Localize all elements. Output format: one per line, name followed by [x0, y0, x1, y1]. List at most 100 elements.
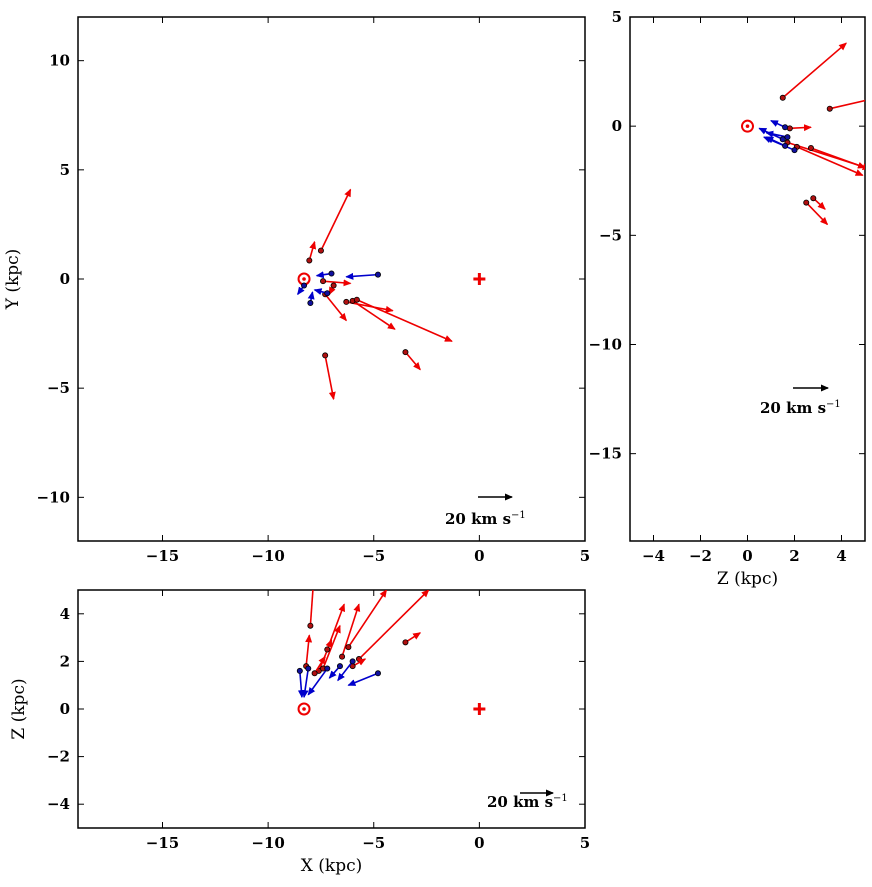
velocity-vector-red: [324, 355, 336, 401]
velocity-vector-red: [341, 603, 361, 657]
velocity-vector-blue: [765, 136, 786, 147]
velocity-vector-red: [782, 42, 847, 99]
star-point-red: [803, 199, 810, 206]
x-tick-label: −5: [362, 834, 385, 852]
y-tick-label: −10: [589, 336, 622, 354]
star-point-blue: [296, 667, 303, 674]
velocity-vector-red: [324, 293, 347, 322]
star-point-red: [322, 352, 329, 359]
y-tick-label: −15: [589, 445, 622, 463]
velocity-vector-red: [805, 202, 829, 226]
y-tick-label: 10: [49, 52, 70, 70]
scale-label: 20 km s−1: [445, 510, 526, 528]
x-tick-label: −4: [642, 547, 665, 565]
velocity-vector-red: [352, 300, 396, 330]
star-point-red: [345, 644, 352, 651]
star-point-blue: [305, 665, 312, 672]
velocity-vector-red: [322, 279, 352, 287]
sun-symbol: [741, 119, 754, 133]
x-tick-label: 4: [836, 547, 846, 565]
x-tick-label: 5: [580, 547, 590, 565]
star-point-red: [807, 144, 814, 151]
star-point-blue: [374, 271, 381, 278]
x-tick-label: 0: [474, 547, 484, 565]
x-tick-label: −15: [146, 834, 179, 852]
x-tick-label: 0: [742, 547, 752, 565]
velocity-vector-red: [305, 634, 313, 667]
y-axis-label: Y (kpc): [3, 249, 23, 311]
velocity-vector-blue: [307, 668, 328, 696]
velocity-vector-red: [829, 99, 865, 110]
star-point-blue: [324, 665, 331, 672]
star-point-red: [339, 653, 346, 660]
y-tick-label: 0: [612, 117, 622, 135]
y-tick-label: −5: [47, 379, 70, 397]
galactic-center-marker: [473, 273, 486, 285]
velocity-vector-red: [313, 655, 326, 674]
velocity-vector-red: [810, 147, 865, 169]
x-axis-label: X (kpc): [301, 856, 362, 876]
star-point-blue: [349, 658, 356, 665]
plot-area-xy: [297, 188, 486, 401]
velocity-vector-red: [326, 603, 346, 650]
sun-symbol-dot: [302, 277, 306, 281]
y-tick-label: 5: [612, 8, 622, 26]
y-tick-label: −4: [47, 795, 70, 813]
scale-label: 20 km s−1: [487, 793, 568, 811]
velocity-vector-red: [356, 299, 453, 342]
x-tick-label: −2: [689, 547, 712, 565]
star-point-red: [810, 195, 817, 202]
star-point-red: [826, 105, 833, 112]
velocity-vector-blue: [297, 670, 305, 699]
velocity-vector-red: [320, 188, 352, 251]
star-point-red: [320, 278, 327, 285]
y-tick-label: 4: [60, 605, 70, 623]
star-point-red: [306, 257, 313, 264]
velocity-vector-red: [404, 351, 421, 371]
panel-zy: −4 −2 0 2 4 −15 −10 −5 0 5 Z (kpc) 20 km s−1: [589, 8, 866, 589]
velocity-vector-red: [309, 590, 314, 626]
star-point-red: [779, 94, 786, 101]
star-point-red: [317, 247, 324, 254]
star-point-blue: [784, 134, 791, 141]
panel-xz: −15 −10 −5 0 5 −4 −2 0 2 4 Z (kpc) X (kpc) 20 km s−1: [9, 589, 590, 876]
velocity-vector-blue: [337, 660, 354, 682]
scale-label-exponent: −1: [511, 510, 526, 521]
y-axis-label: Z (kpc): [9, 678, 29, 739]
panel-xy: −15 −10 −5 0 5 −10 −5 0 5 10 Y (kpc) 20 km s−1: [3, 16, 590, 565]
star-point-blue: [328, 270, 335, 277]
x-tick-label: 5: [580, 834, 590, 852]
velocity-vector-blue: [758, 127, 784, 140]
star-point-blue: [374, 670, 381, 677]
plot-frame-xy: [77, 16, 586, 542]
velocity-vector-blue: [301, 668, 310, 699]
scale-label-text: 20 km s: [760, 399, 826, 417]
scale-label-exponent: −1: [553, 793, 568, 804]
galactic-center-marker: [473, 703, 486, 715]
star-point-red: [324, 646, 331, 653]
star-point-red: [402, 349, 409, 356]
star-point-blue: [336, 663, 343, 670]
scale-label-text: 20 km s: [445, 510, 511, 528]
star-point-red: [311, 670, 318, 677]
star-point-blue: [791, 147, 798, 154]
x-tick-label: −15: [146, 547, 179, 565]
star-point-red: [402, 639, 409, 646]
x-tick-label: −10: [251, 547, 284, 565]
y-tick-label: 2: [60, 652, 70, 670]
x-tick-label: 0: [474, 834, 484, 852]
star-point-blue: [307, 300, 314, 307]
velocity-vector-red: [322, 624, 341, 669]
plot-area-zy: [741, 42, 865, 226]
velocity-vector-red: [789, 124, 812, 132]
scale-label-exponent: −1: [826, 399, 841, 410]
star-point-blue: [782, 142, 789, 149]
star-point-red: [307, 622, 314, 629]
y-tick-label: −5: [599, 226, 622, 244]
y-tick-label: 0: [60, 270, 70, 288]
y-tick-label: −2: [47, 748, 70, 766]
scale-label: 20 km s−1: [760, 399, 841, 417]
x-tick-label: −10: [251, 834, 284, 852]
velocity-vector-red: [358, 590, 430, 660]
